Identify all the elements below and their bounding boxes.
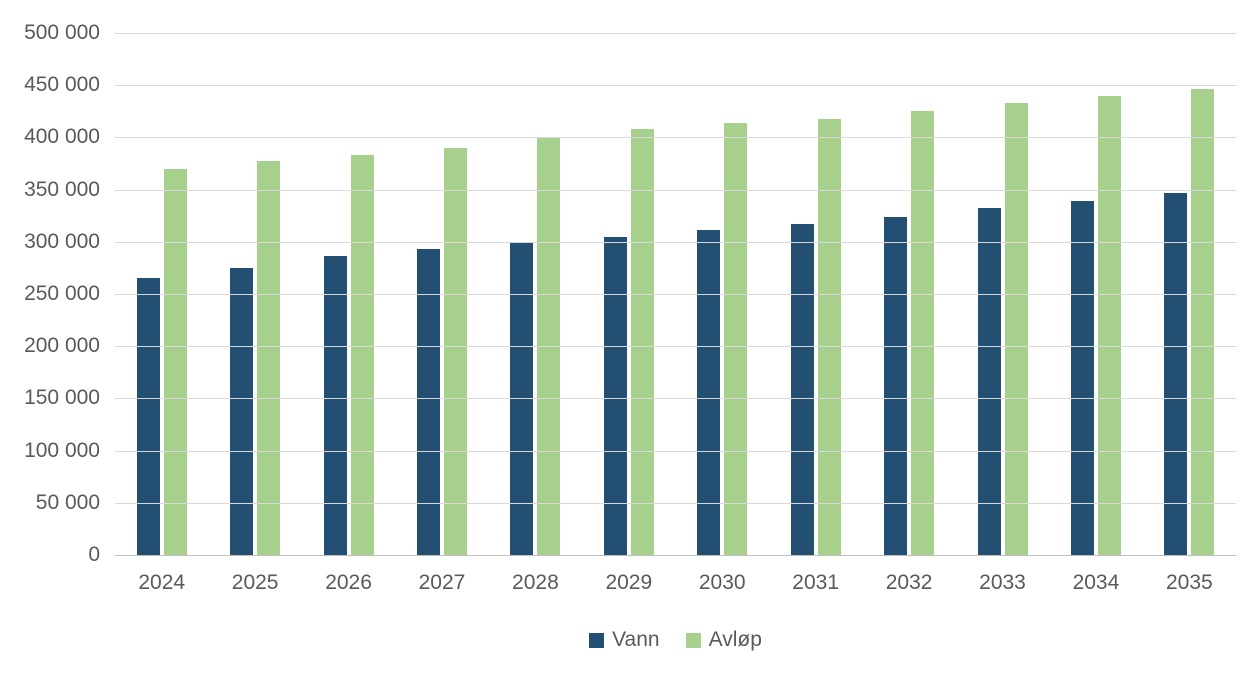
legend-item-vann: Vann [589, 628, 660, 652]
y-axis-tick-label: 50 000 [35, 490, 100, 514]
x-axis-label: 2032 [885, 571, 933, 594]
bar-group-2034 [1049, 33, 1142, 555]
y-axis-tick-label: 350 000 [24, 177, 100, 201]
bar-avlop-2030 [724, 122, 748, 555]
x-axis-label: 2024 [138, 571, 186, 594]
gridline [115, 241, 1236, 243]
bar-vann-2035 [1164, 192, 1188, 555]
bar-vann-2026 [323, 256, 347, 555]
bar-group-2026 [302, 33, 395, 555]
y-axis-tick-label: 450 000 [24, 73, 100, 97]
bar-group-2031 [769, 33, 862, 555]
x-axis-label: 2025 [231, 571, 279, 594]
gridline [115, 33, 1236, 34]
gridline [115, 189, 1236, 191]
bar-vann-2032 [884, 216, 908, 555]
bar-vann-2025 [230, 267, 254, 555]
bar-avlop-2026 [350, 155, 374, 555]
y-axis-tick-label: 0 [88, 543, 100, 566]
gridline [115, 398, 1236, 400]
legend-swatch-vann [589, 632, 605, 648]
bar-group-2032 [862, 33, 955, 555]
x-axis-label: 2035 [1165, 571, 1213, 594]
bar-group-2033 [956, 33, 1049, 555]
x-axis-label: 2026 [325, 571, 372, 594]
bar-avlop-2024 [163, 168, 187, 555]
bar-group-2030 [676, 33, 769, 555]
y-axis-tick-label: 500 000 [24, 21, 100, 44]
bar-series-container [115, 33, 1236, 555]
x-axis-label: 2033 [979, 571, 1026, 594]
legend: Vann Avløp [115, 628, 1236, 652]
bar-avlop-2033 [1004, 102, 1028, 555]
x-axis-label: 2029 [605, 571, 653, 594]
bar-vann-2031 [790, 224, 814, 555]
x-axis-label: 2031 [792, 571, 840, 594]
bar-group-2029 [582, 33, 675, 555]
y-axis: 0 50 000 100 000 150 000 200 000 250 000 300 0… [0, 0, 100, 675]
bar-vann-2030 [697, 230, 721, 555]
bar-vann-2024 [136, 278, 160, 555]
y-axis-tick-label: 200 000 [24, 334, 100, 358]
bar-group-2035 [1143, 33, 1236, 555]
x-axis-label: 2030 [698, 571, 746, 594]
bar-avlop-2029 [630, 129, 654, 555]
legend-label: Avløp [708, 628, 762, 651]
x-axis: 2024 2025 2026 2027 2028 2029 2030 2031 2032 2033… [115, 570, 1236, 596]
bar-group-2027 [395, 33, 488, 555]
gridline [115, 450, 1236, 452]
bar-vann-2027 [416, 249, 440, 555]
bar-vann-2029 [603, 236, 627, 555]
gridline [115, 85, 1236, 87]
bar-group-2024 [115, 33, 208, 555]
bar-avlop-2034 [1097, 95, 1121, 555]
bar-avlop-2027 [443, 147, 467, 555]
gridline [115, 346, 1236, 348]
y-axis-tick-label: 100 000 [24, 438, 100, 462]
legend-swatch-avlop [685, 632, 701, 648]
bar-group-2025 [208, 33, 301, 555]
gridline [115, 502, 1236, 504]
bar-vann-2034 [1070, 201, 1094, 555]
y-axis-tick-label: 300 000 [24, 229, 100, 253]
y-axis-tick-label: 400 000 [24, 125, 100, 149]
legend-label: Vann [612, 628, 660, 651]
bar-vann-2033 [977, 208, 1001, 555]
x-axis-label: 2027 [418, 571, 466, 594]
y-axis-tick-label: 250 000 [24, 282, 100, 305]
bar-avlop-2032 [911, 111, 935, 555]
plot-area [115, 33, 1236, 556]
bar-avlop-2035 [1191, 89, 1215, 555]
y-axis-tick-label: 150 000 [24, 386, 100, 410]
x-axis-label: 2034 [1072, 571, 1120, 594]
legend-item-avlop: Avløp [685, 628, 762, 652]
bar-avlop-2025 [257, 161, 281, 555]
x-axis-label: 2028 [512, 571, 559, 594]
bar-avlop-2031 [817, 118, 841, 555]
gridline [115, 294, 1236, 295]
gridline [115, 137, 1236, 139]
